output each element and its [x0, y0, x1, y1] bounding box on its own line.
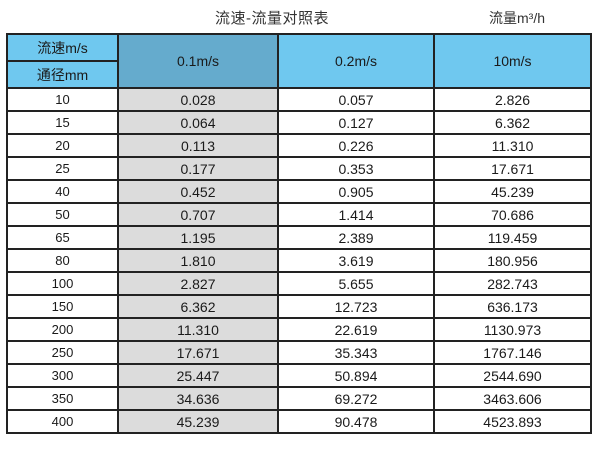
flow-value-0-1ms: 45.239: [117, 409, 279, 434]
flow-value-0-1ms: 17.671: [117, 340, 279, 365]
flow-value-0-1ms: 0.028: [117, 87, 279, 112]
diameter-cell: 300: [6, 363, 119, 388]
flow-value-0-1ms: 25.447: [117, 363, 279, 388]
flow-value-10ms: 282.743: [433, 271, 592, 296]
column-header-0-1ms: 0.1m/s: [117, 33, 279, 89]
diameter-cell: 100: [6, 271, 119, 296]
flow-value-10ms: 1767.146: [433, 340, 592, 365]
table-row: 20 0.113 0.226 11.310: [6, 133, 592, 158]
flow-value-10ms: 3463.606: [433, 386, 592, 411]
diameter-cell: 15: [6, 110, 119, 135]
table-row: 65 1.195 2.389 119.459: [6, 225, 592, 250]
flow-value-0-1ms: 34.636: [117, 386, 279, 411]
diameter-cell: 65: [6, 225, 119, 250]
table-body: 10 0.028 0.057 2.826 15 0.064 0.127 6.36…: [6, 87, 592, 434]
table-row: 50 0.707 1.414 70.686: [6, 202, 592, 227]
table-row: 300 25.447 50.894 2544.690: [6, 363, 592, 388]
table-header: 流速m/s 0.1m/s 0.2m/s 10m/s 通径mm: [6, 33, 592, 89]
table-row: 10 0.028 0.057 2.826: [6, 87, 592, 112]
flow-value-0-2ms: 35.343: [277, 340, 435, 365]
diameter-cell: 350: [6, 386, 119, 411]
column-header-0-2ms: 0.2m/s: [277, 33, 435, 89]
diameter-cell: 250: [6, 340, 119, 365]
flow-value-10ms: 4523.893: [433, 409, 592, 434]
flow-value-0-2ms: 12.723: [277, 294, 435, 319]
flow-value-0-2ms: 22.619: [277, 317, 435, 342]
flow-value-10ms: 180.956: [433, 248, 592, 273]
table-row: 350 34.636 69.272 3463.606: [6, 386, 592, 411]
flow-value-0-1ms: 0.113: [117, 133, 279, 158]
flow-value-0-2ms: 0.127: [277, 110, 435, 135]
flow-value-0-1ms: 1.810: [117, 248, 279, 273]
flow-value-0-2ms: 1.414: [277, 202, 435, 227]
flow-value-10ms: 45.239: [433, 179, 592, 204]
flow-value-0-1ms: 1.195: [117, 225, 279, 250]
flow-value-10ms: 70.686: [433, 202, 592, 227]
flow-value-0-2ms: 90.478: [277, 409, 435, 434]
flow-value-0-2ms: 69.272: [277, 386, 435, 411]
flow-value-0-2ms: 0.905: [277, 179, 435, 204]
flow-value-10ms: 2.826: [433, 87, 592, 112]
diameter-cell: 25: [6, 156, 119, 181]
table-row: 15 0.064 0.127 6.362: [6, 110, 592, 135]
corner-cell-diameter: 通径mm: [6, 60, 119, 89]
diameter-cell: 200: [6, 317, 119, 342]
flow-value-0-1ms: 2.827: [117, 271, 279, 296]
title-bar: 流速-流量对照表 流量m³/h: [0, 0, 600, 33]
table-row: 200 11.310 22.619 1130.973: [6, 317, 592, 342]
flow-value-10ms: 2544.690: [433, 363, 592, 388]
diameter-cell: 150: [6, 294, 119, 319]
flow-value-0-1ms: 11.310: [117, 317, 279, 342]
flow-value-0-2ms: 0.226: [277, 133, 435, 158]
flow-value-0-2ms: 5.655: [277, 271, 435, 296]
diameter-cell: 10: [6, 87, 119, 112]
flow-value-10ms: 1130.973: [433, 317, 592, 342]
page-title: 流速-流量对照表: [215, 10, 329, 27]
diameter-cell: 400: [6, 409, 119, 434]
flow-value-0-1ms: 0.707: [117, 202, 279, 227]
flow-rate-table: 流速m/s 0.1m/s 0.2m/s 10m/s 通径mm 10 0.028 …: [6, 33, 592, 434]
flow-value-10ms: 17.671: [433, 156, 592, 181]
flow-value-0-1ms: 0.452: [117, 179, 279, 204]
diameter-cell: 80: [6, 248, 119, 273]
diameter-cell: 40: [6, 179, 119, 204]
table-row: 40 0.452 0.905 45.239: [6, 179, 592, 204]
flow-value-10ms: 6.362: [433, 110, 592, 135]
table-row: 400 45.239 90.478 4523.893: [6, 409, 592, 434]
table-row: 25 0.177 0.353 17.671: [6, 156, 592, 181]
table-row: 100 2.827 5.655 282.743: [6, 271, 592, 296]
flow-value-10ms: 11.310: [433, 133, 592, 158]
flow-value-0-1ms: 6.362: [117, 294, 279, 319]
flow-value-0-2ms: 0.353: [277, 156, 435, 181]
flow-value-0-1ms: 0.177: [117, 156, 279, 181]
flow-unit-label: 流量m³/h: [489, 10, 545, 26]
flow-value-0-1ms: 0.064: [117, 110, 279, 135]
column-header-10ms: 10m/s: [433, 33, 592, 89]
corner-cell-flow-speed: 流速m/s: [6, 33, 119, 62]
flow-value-0-2ms: 2.389: [277, 225, 435, 250]
flow-value-10ms: 636.173: [433, 294, 592, 319]
table-row: 150 6.362 12.723 636.173: [6, 294, 592, 319]
flow-value-0-2ms: 50.894: [277, 363, 435, 388]
diameter-cell: 50: [6, 202, 119, 227]
table-row: 250 17.671 35.343 1767.146: [6, 340, 592, 365]
flow-value-0-2ms: 3.619: [277, 248, 435, 273]
flow-value-10ms: 119.459: [433, 225, 592, 250]
table-row: 80 1.810 3.619 180.956: [6, 248, 592, 273]
diameter-cell: 20: [6, 133, 119, 158]
flow-value-0-2ms: 0.057: [277, 87, 435, 112]
